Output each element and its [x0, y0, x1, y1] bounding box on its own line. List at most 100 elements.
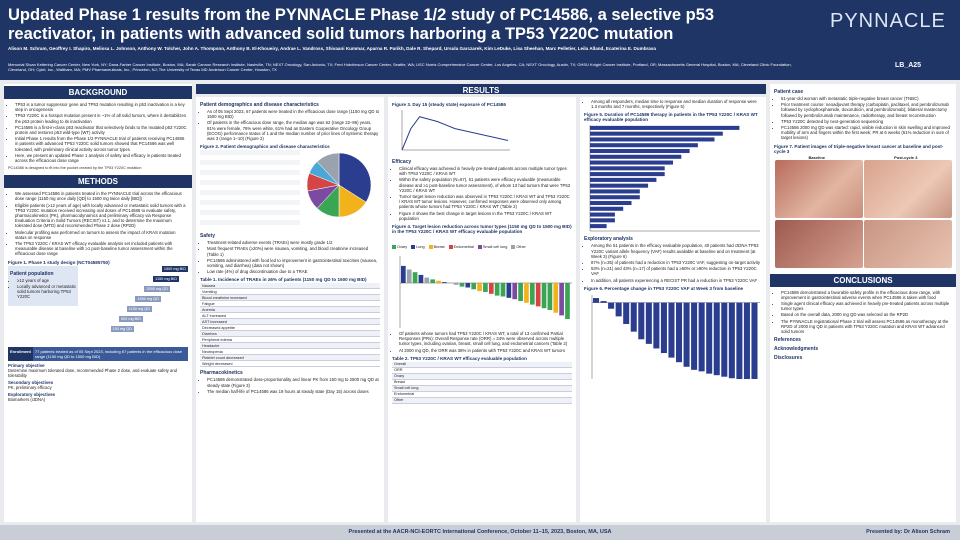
bar: [518, 283, 523, 302]
bar: [590, 178, 657, 183]
bullet: Clinical efficacy was achieved in heavil…: [399, 166, 572, 176]
bullet: Based on the overall data, 2000 mg QD wa…: [781, 312, 952, 317]
table-row: Neutropenia: [200, 349, 380, 356]
subheading: Patient case: [774, 89, 804, 95]
table-row: Vomiting: [200, 289, 380, 296]
table-2: Overall ORR Ovary Breast Small cell lung Endo…: [392, 361, 572, 404]
figure-title: Figure 4. Target lesion reduction across…: [392, 224, 572, 235]
bullet: Tumor target lesion reduction was observ…: [399, 194, 572, 210]
objectives: Primary objective Determine maximum toler…: [8, 363, 188, 402]
bar: [590, 218, 615, 223]
bar: [547, 283, 553, 311]
bullet: Among the 51 patients in the efficacy ev…: [591, 243, 762, 259]
label: Baseline: [808, 154, 825, 160]
objective-text: PK, preliminary efficacy: [8, 384, 52, 390]
bar: [471, 283, 477, 290]
bullet: Molecular profiling was performed on tum…: [15, 230, 188, 240]
subheading: Pharmacokinetics: [200, 370, 243, 377]
footer-text: Presented at the AACR-NCI-EORTC Internat…: [348, 529, 612, 535]
waterfall-chart: [399, 256, 572, 329]
legend-label: Lung: [416, 245, 425, 250]
images: [774, 159, 952, 218]
bar: [512, 283, 518, 300]
dose-steps: 1500 mg BID 1150 mg BID 2000 mg QD 1500 mg …: [82, 265, 188, 344]
legend-item: Endometrial: [448, 245, 474, 250]
bullet: Among all responders, median time to res…: [591, 99, 762, 109]
bullets: 51-year-old woman with metastatic triple…: [774, 96, 952, 141]
legend-swatch: [448, 245, 453, 250]
bar: [529, 283, 535, 305]
dose-step: 1500 mg BID: [161, 265, 188, 272]
subheading: Disclosures: [774, 355, 803, 362]
table-row: Breast: [392, 379, 572, 386]
bar: [418, 274, 424, 284]
table-row: Blood creatinine increased: [200, 295, 380, 302]
bar: [412, 272, 418, 284]
bullet: The TP53 Y220C / KRAS WT efficacy evalua…: [15, 241, 188, 257]
table-row: Other: [392, 397, 572, 404]
table-row: Weight decreased: [200, 361, 380, 368]
figure-title: Figure 1. Phase 1 study design (NCT04585…: [8, 259, 110, 265]
bullet: Treatment-related adverse events (TRAEs)…: [207, 240, 380, 245]
legend-item: Breast: [428, 245, 445, 250]
bar: [465, 283, 471, 288]
bullet: Within the safety population (N=67), 51 …: [399, 177, 572, 193]
results-band: RESULTS: [196, 84, 766, 94]
bullet: Here, we present an updated Phase 1 anal…: [15, 153, 188, 163]
enrollment: Enrollment 77 patients treated as of 05 …: [8, 346, 188, 361]
pie-chart: [306, 152, 372, 218]
dose-step: 2000 mg QD: [144, 285, 170, 292]
table-row: Endometrial: [392, 391, 572, 398]
legend-label: Endometrial: [453, 245, 474, 250]
bar: [590, 166, 665, 171]
population: Patient population ≥12 years of ageLocal…: [8, 265, 78, 306]
table-row: Diarrhea: [200, 331, 380, 338]
column-4: Among all responders, median time to res…: [580, 97, 766, 522]
bar: [590, 143, 698, 148]
legend-label: Small cell lung: [482, 245, 508, 250]
subheading: Safety: [200, 233, 216, 240]
table-row: Nausea: [200, 283, 380, 290]
figure-title: Figure 3. Day 15 (steady state) exposure…: [392, 102, 506, 107]
subheading: Efficacy: [392, 159, 412, 165]
bullet: We assessed PC14586 in patients treated …: [15, 191, 188, 201]
bullet: PC14586 demonstrated a favorable safety …: [781, 290, 952, 300]
bar: [590, 207, 624, 212]
bar: [535, 283, 541, 307]
bullet: Of patients whose tumors had TP53 Y220C …: [399, 331, 572, 347]
photo: [863, 159, 952, 218]
bullets: PC14586 demonstrated dose-proportionalit…: [200, 377, 380, 394]
bar: [590, 201, 632, 206]
bullet: Single agent clinical efficacy was achie…: [781, 301, 952, 311]
bar: [645, 302, 652, 344]
heading: RESULTS: [196, 84, 766, 94]
legend-item: Ovary: [392, 245, 407, 250]
bar: [653, 302, 660, 349]
bar: [494, 283, 500, 296]
bar: [736, 302, 743, 379]
header: Updated Phase 1 results from the PYNNACL…: [0, 0, 960, 80]
pop-title: Patient population: [10, 270, 54, 277]
axes: [401, 110, 510, 151]
bar: [691, 302, 698, 370]
legend-item: Small cell lung: [477, 245, 508, 250]
dose-step: 600 mg BID: [118, 315, 143, 322]
table-row: Headache: [200, 343, 380, 350]
table-row: ORR: [392, 367, 572, 374]
objective-text: Determine maximum tolerated dose, recomm…: [8, 367, 177, 378]
legend-label: Breast: [433, 245, 445, 250]
bullet: The PYNNACLE registrational Phase 2 tria…: [781, 319, 952, 335]
table-row: AST increased: [200, 319, 380, 326]
bar: [477, 283, 482, 292]
column-2: Patient demographics and disease charact…: [196, 97, 384, 522]
bar: [683, 302, 690, 367]
line-chart: [401, 110, 510, 151]
bar: [590, 195, 640, 200]
bar: [590, 184, 649, 189]
bullet: TP53 is a tumor suppressor gene and TP53…: [15, 102, 188, 112]
bullets: As of 05 Sept 2023, 67 patients were tre…: [200, 109, 380, 141]
figure-title: Figure 5. Duration of PC14586 therapy in…: [584, 112, 758, 123]
logo: PYNNACLE: [830, 10, 946, 32]
figure-title: Figure 7. Patient images of triple-negat…: [774, 143, 944, 154]
bullet: As of 05 Sept 2023, 67 patients were tre…: [207, 109, 380, 119]
